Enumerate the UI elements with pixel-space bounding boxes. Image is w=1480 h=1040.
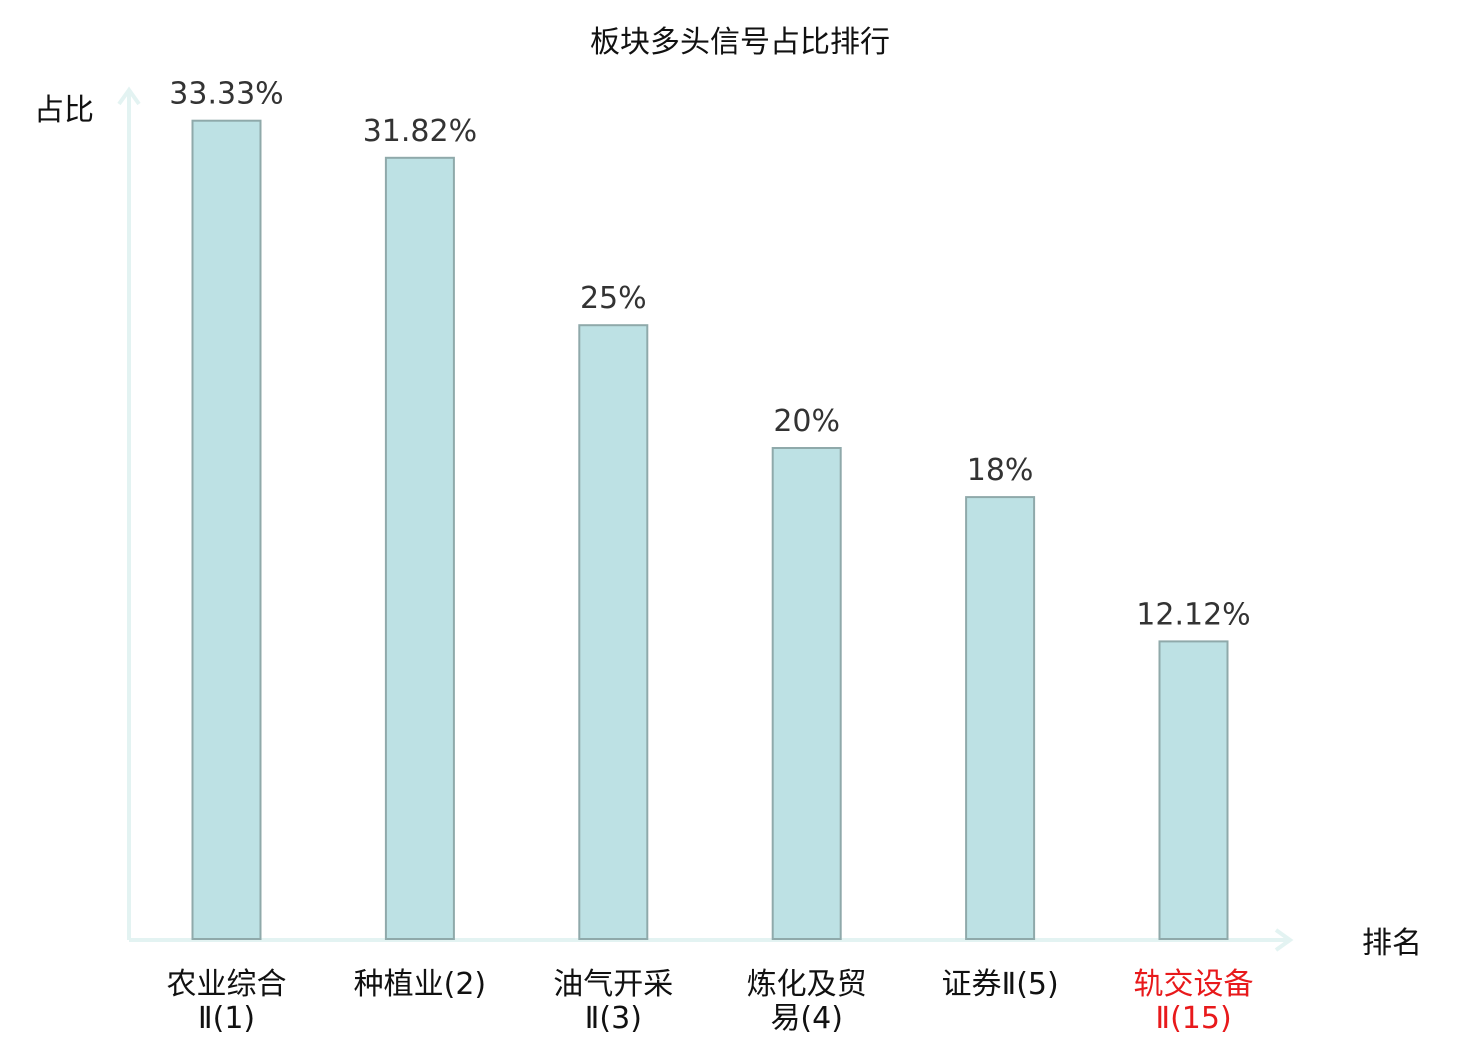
value-label-2: 31.82% xyxy=(363,114,477,149)
value-label-4: 20% xyxy=(773,404,840,439)
axes xyxy=(117,86,1294,952)
category-label-4: 炼化及贸易(4) xyxy=(747,967,867,1036)
bar-6 xyxy=(1158,640,1229,941)
category-label-line: Ⅱ(15) xyxy=(1155,1001,1231,1036)
bar-2 xyxy=(384,156,455,941)
bar-5 xyxy=(965,496,1036,940)
chart-title: 板块多头信号占比排行 xyxy=(590,25,890,60)
bar-1 xyxy=(191,119,262,940)
y-axis-arrow xyxy=(117,86,141,106)
bar-3 xyxy=(578,324,649,940)
category-label-5: 证券Ⅱ(5) xyxy=(941,967,1058,1002)
category-label-3: 油气开采 Ⅱ(3) xyxy=(553,967,673,1036)
value-label-5: 18% xyxy=(967,453,1034,488)
bar-4 xyxy=(771,447,842,940)
value-label-3: 25% xyxy=(580,281,647,316)
category-label-line: 农业综合 xyxy=(167,967,287,1002)
category-label-6: 轨交设备 Ⅱ(15) xyxy=(1134,967,1254,1036)
category-label-line: Ⅱ(3) xyxy=(585,1001,642,1036)
y-axis-label: 占比 xyxy=(34,93,94,128)
category-label-2: 种植业(2) xyxy=(354,967,487,1002)
category-label-line: 轨交设备 xyxy=(1134,967,1254,1002)
value-labels: 33.33% 31.82% 25% 20% 18% 12.12% xyxy=(169,77,1250,633)
bars xyxy=(191,119,1229,941)
x-axis-label: 排名 xyxy=(1362,926,1422,961)
category-label-line: Ⅱ(1) xyxy=(198,1001,255,1036)
category-label-line: 易(4) xyxy=(770,1001,843,1036)
category-label-1: 农业综合 Ⅱ(1) xyxy=(167,967,287,1036)
category-labels: 农业综合 Ⅱ(1) 种植业(2) 油气开采 Ⅱ(3) 炼化及贸易(4) 证券Ⅱ(5) 轨交设备… xyxy=(167,967,1254,1036)
value-label-6: 12.12% xyxy=(1136,597,1250,632)
category-label-line: 证券Ⅱ(5) xyxy=(941,967,1058,1002)
value-label-1: 33.33% xyxy=(169,77,283,112)
category-label-line: 炼化及贸 xyxy=(747,967,867,1002)
category-label-line: 油气开采 xyxy=(553,967,673,1002)
category-label-line: 种植业(2) xyxy=(354,967,487,1002)
x-axis-arrow xyxy=(1274,928,1294,952)
